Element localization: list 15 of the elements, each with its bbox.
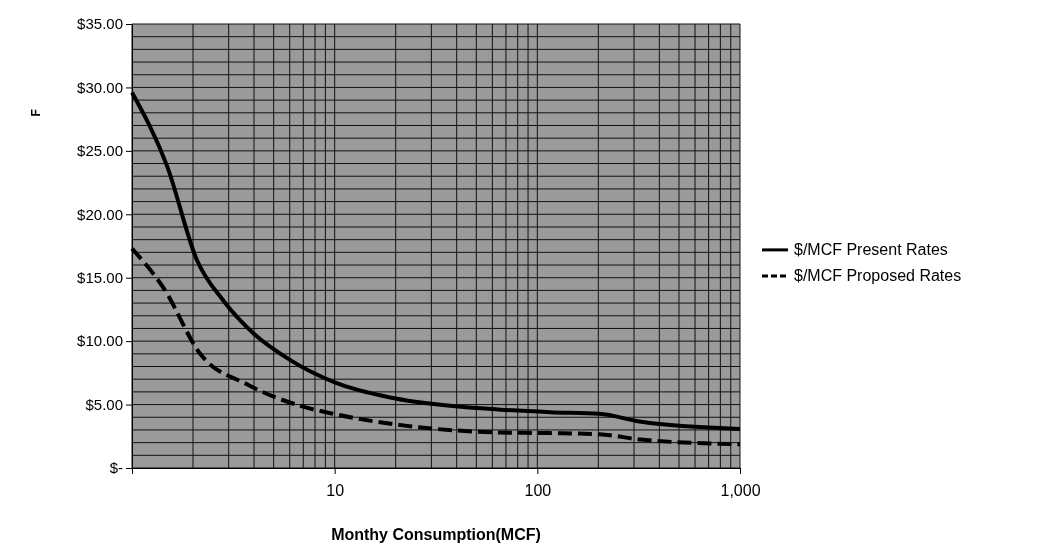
x-tick-label: 100 — [524, 482, 552, 500]
x-tick-label: 1,000 — [720, 482, 761, 500]
x-axis-title: Monthy Consumption(MCF) — [331, 526, 541, 543]
y-tick-label: $25.00 — [77, 142, 123, 160]
y-tick-label: $15.00 — [77, 269, 123, 287]
y-tick-label: $30.00 — [77, 78, 123, 96]
y-tick-label: $10.00 — [77, 332, 123, 350]
legend-label: $/MCF Proposed Rates — [794, 266, 962, 284]
legend-label: $/MCF Present Rates — [794, 240, 948, 258]
y-axis-title: F — [29, 109, 43, 117]
y-tick-label: $35.00 — [77, 15, 123, 33]
y-tick-label: $5.00 — [85, 395, 123, 413]
x-tick-label: 10 — [326, 482, 345, 500]
y-tick-label: $- — [109, 459, 123, 477]
y-tick-label: $20.00 — [77, 205, 123, 223]
